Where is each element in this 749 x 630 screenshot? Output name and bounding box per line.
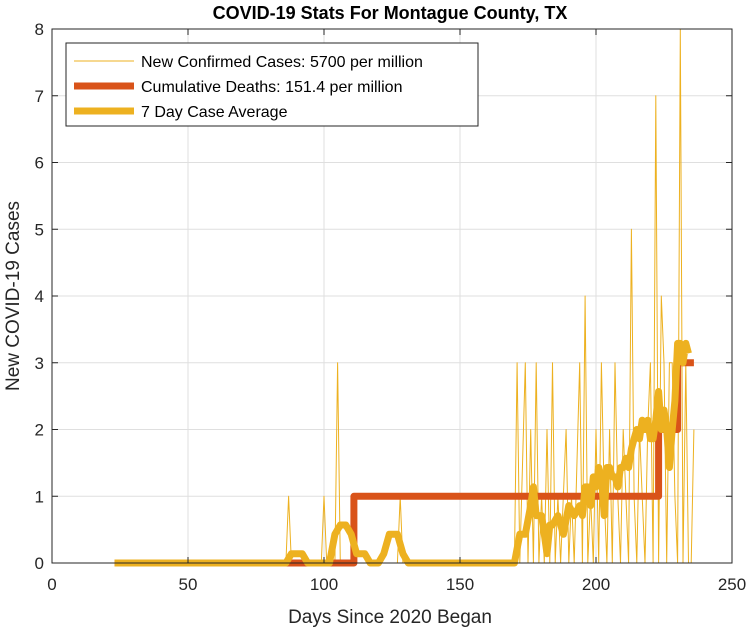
y-tick-label: 4 <box>35 287 44 306</box>
legend-label-7-day-average: 7 Day Case Average <box>141 104 288 121</box>
y-tick-label: 1 <box>35 487 44 506</box>
x-tick-labels: 0 50 100 150 200 250 <box>47 575 746 594</box>
tick-marks <box>51 28 733 564</box>
x-tick-label: 150 <box>446 575 474 594</box>
y-tick-label: 5 <box>35 220 44 239</box>
x-tick-label: 100 <box>310 575 338 594</box>
x-tick-label: 0 <box>47 575 56 594</box>
legend-label-cumulative-deaths: Cumulative Deaths: 151.4 per million <box>141 79 402 96</box>
y-tick-label: 6 <box>35 154 44 173</box>
legend-label-new-cases: New Confirmed Cases: 5700 per million <box>141 54 423 71</box>
legend-box <box>65 42 479 127</box>
y-tick-label: 2 <box>35 421 44 440</box>
y-tick-label: 0 <box>35 554 44 573</box>
x-axis-label: Days Since 2020 Began <box>288 607 492 628</box>
chart-title: COVID-19 Stats For Montague County, TX <box>213 3 568 23</box>
y-tick-label: 7 <box>35 87 44 106</box>
y-tick-label: 8 <box>35 20 44 39</box>
x-tick-label: 50 <box>179 575 198 594</box>
legend: New Confirmed Cases: 5700 per million Cu… <box>65 42 479 127</box>
x-tick-label: 250 <box>718 575 746 594</box>
y-tick-label: 3 <box>35 354 44 373</box>
x-tick-label: 200 <box>582 575 610 594</box>
y-tick-labels: 0 1 2 3 4 5 6 7 8 <box>35 20 44 573</box>
y-axis-label: New COVID-19 Cases <box>3 201 24 391</box>
